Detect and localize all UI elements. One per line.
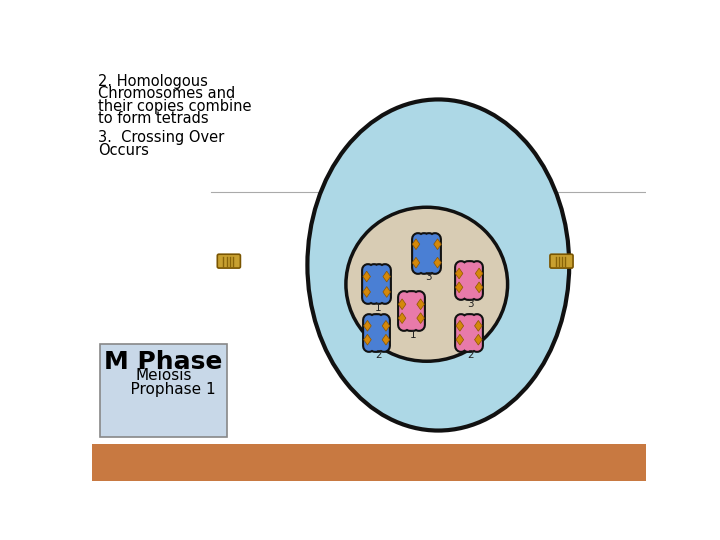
- Polygon shape: [364, 334, 372, 345]
- Text: Occurs: Occurs: [98, 143, 149, 158]
- Text: 1: 1: [410, 330, 416, 340]
- Polygon shape: [456, 320, 464, 331]
- Ellipse shape: [346, 207, 508, 361]
- Polygon shape: [433, 257, 441, 268]
- Text: M Phase: M Phase: [104, 350, 222, 374]
- Text: 2: 2: [375, 350, 382, 361]
- FancyBboxPatch shape: [217, 254, 240, 268]
- Text: 2. Homologous: 2. Homologous: [98, 74, 208, 89]
- Polygon shape: [474, 334, 482, 345]
- FancyBboxPatch shape: [550, 254, 573, 268]
- Polygon shape: [475, 282, 483, 293]
- Polygon shape: [412, 257, 420, 268]
- Polygon shape: [475, 268, 483, 279]
- Polygon shape: [383, 271, 390, 282]
- Polygon shape: [383, 287, 390, 298]
- Bar: [92, 444, 647, 481]
- Text: to form tetrads: to form tetrads: [98, 111, 209, 126]
- Text: Prophase 1: Prophase 1: [111, 382, 216, 397]
- Polygon shape: [382, 320, 390, 331]
- Text: 3: 3: [425, 272, 431, 282]
- Polygon shape: [455, 282, 463, 293]
- Polygon shape: [412, 239, 420, 249]
- Polygon shape: [398, 313, 406, 323]
- Text: Meiosis: Meiosis: [135, 368, 192, 383]
- Polygon shape: [433, 239, 441, 249]
- Text: 3: 3: [467, 299, 474, 309]
- Text: 3.  Crossing Over: 3. Crossing Over: [98, 130, 224, 145]
- Text: Chromosomes and: Chromosomes and: [98, 86, 235, 102]
- Polygon shape: [455, 268, 463, 279]
- Text: their copies combine: their copies combine: [98, 99, 251, 114]
- Polygon shape: [417, 299, 424, 309]
- Text: 2: 2: [467, 350, 474, 361]
- Polygon shape: [364, 320, 372, 331]
- Polygon shape: [398, 299, 406, 309]
- Ellipse shape: [307, 99, 570, 430]
- Polygon shape: [474, 320, 482, 331]
- Polygon shape: [456, 334, 464, 345]
- Polygon shape: [382, 334, 390, 345]
- Polygon shape: [417, 313, 424, 323]
- Text: 1: 1: [375, 303, 382, 313]
- Polygon shape: [363, 271, 371, 282]
- FancyBboxPatch shape: [99, 343, 228, 437]
- Polygon shape: [363, 287, 371, 298]
